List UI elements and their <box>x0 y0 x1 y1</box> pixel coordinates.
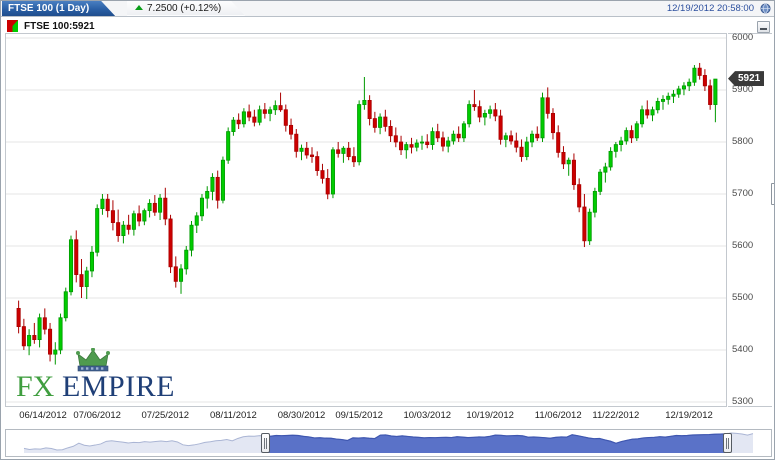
y-axis-tick: 5800 <box>732 136 754 147</box>
candlestick-svg <box>6 37 726 403</box>
up-triangle-icon <box>135 5 143 10</box>
legend-label: FTSE 100:5921 <box>24 20 95 32</box>
tab-price-change[interactable]: 7.2500 (+0.12%) <box>127 1 245 16</box>
x-axis-tick: 09/15/2012 <box>335 410 383 421</box>
navigator-handle-left[interactable] <box>260 433 270 453</box>
tab-main-label: FTSE 100 (1 Day) <box>8 3 90 14</box>
range-navigator[interactable] <box>5 429 772 457</box>
x-axis-tick: 07/25/2012 <box>141 410 190 421</box>
chart-plot-area[interactable]: FX EMPIRE <box>5 33 727 407</box>
timestamp: 12/19/2012 20:58:00 <box>666 3 754 14</box>
y-axis-tick: 5300 <box>732 396 754 407</box>
current-price-marker: 5921 <box>728 71 765 87</box>
y-axis: 6000 5900 5800 5700 5600 5500 5400 5300 <box>728 33 772 407</box>
minimize-button[interactable] <box>757 21 770 33</box>
tab-change-label: 7.2500 (+0.12%) <box>147 3 222 14</box>
navigator-area-svg <box>23 432 754 453</box>
x-axis-tick: 08/30/2012 <box>277 410 326 421</box>
candlestick-icon <box>7 20 18 32</box>
x-axis-tick: 07/06/2012 <box>73 410 121 421</box>
x-axis-tick: 10/19/2012 <box>466 410 514 421</box>
grip-icon <box>263 438 267 449</box>
x-axis: 06/14/2012 07/06/2012 07/25/2012 08/11/2012… <box>5 407 727 425</box>
x-axis-tick: 12/19/2012 <box>665 410 713 421</box>
tab-bar: FTSE 100 (1 Day) 7.2500 (+0.12%) 12/19/2… <box>1 1 774 17</box>
minimize-icon <box>760 28 767 30</box>
y-axis-tick: 6000 <box>732 32 754 43</box>
chart-legend: FTSE 100:5921 <box>7 19 95 33</box>
x-axis-tick: 11/22/2012 <box>592 410 640 421</box>
globe-icon[interactable] <box>760 3 771 14</box>
y-axis-tick: 5700 <box>732 188 754 199</box>
y-axis-tick: 5900 <box>732 84 754 95</box>
x-axis-tick: 08/11/2012 <box>209 410 257 421</box>
x-axis-tick: 11/06/2012 <box>534 410 582 421</box>
y-axis-tick: 5400 <box>732 344 754 355</box>
y-axis-tick: 5500 <box>732 292 754 303</box>
grip-icon <box>726 438 730 449</box>
tab-ftse-100-1-day[interactable]: FTSE 100 (1 Day) <box>2 1 115 16</box>
y-axis-tick: 5600 <box>732 240 754 251</box>
x-axis-tick: 10/03/2012 <box>403 410 452 421</box>
x-axis-tick: 06/14/2012 <box>19 410 67 421</box>
vertical-scroll-handle[interactable] <box>771 183 774 205</box>
navigator-handle-right[interactable] <box>723 433 733 453</box>
